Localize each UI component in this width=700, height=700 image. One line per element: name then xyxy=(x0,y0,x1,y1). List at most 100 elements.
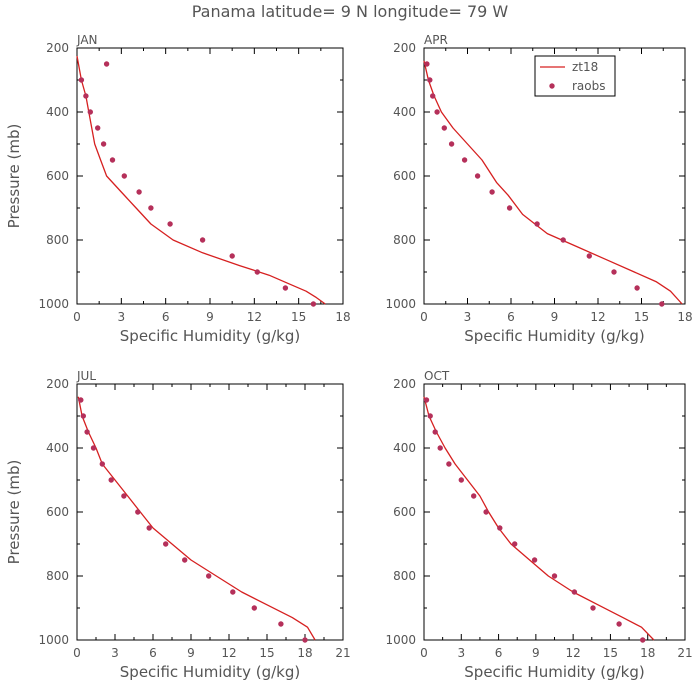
obs-point xyxy=(458,477,464,483)
obs-point xyxy=(512,541,518,547)
obs-point xyxy=(489,189,495,195)
obs-point xyxy=(90,445,97,451)
y-tick-label: 400 xyxy=(46,441,69,455)
obs-point xyxy=(282,285,289,291)
legend-label-zt18: zt18 xyxy=(572,60,598,74)
obs-point xyxy=(199,237,206,243)
obs-point xyxy=(167,221,173,227)
obs-point xyxy=(87,109,94,115)
series-line-zt18 xyxy=(76,55,326,305)
x-tick-label: 12 xyxy=(590,310,605,324)
x-tick-label: 15 xyxy=(291,310,306,324)
y-tick-label: 1000 xyxy=(385,633,416,647)
obs-point xyxy=(446,461,452,467)
x-axis-label: Specific Humidity (g/kg) xyxy=(120,327,300,345)
x-tick-label: 6 xyxy=(149,646,157,660)
y-axis-label: Pressure (mb) xyxy=(5,460,23,565)
obs-point xyxy=(483,509,489,515)
legend: zt18 raobs xyxy=(534,55,616,97)
x-tick-label: 3 xyxy=(118,310,126,324)
obs-point xyxy=(471,493,477,499)
obs-point xyxy=(474,173,481,179)
y-tick-label: 400 xyxy=(393,105,416,119)
obs-point xyxy=(182,557,188,563)
obs-point xyxy=(571,589,578,595)
y-tick-label: 200 xyxy=(46,377,69,391)
obs-point xyxy=(586,253,592,259)
y-tick-label: 600 xyxy=(393,505,416,519)
obs-point xyxy=(640,637,646,643)
obs-point xyxy=(531,557,538,563)
x-tick-label: 6 xyxy=(507,310,515,324)
series-line-zt18 xyxy=(77,396,316,641)
x-tick-label: 15 xyxy=(634,310,649,324)
legend-label-raobs: raobs xyxy=(572,79,606,93)
y-tick-label: 1000 xyxy=(385,297,416,311)
legend-point-swatch xyxy=(549,83,555,89)
figure-title: Panama latitude= 9 N longitude= 79 W xyxy=(192,2,509,21)
y-tick-label: 800 xyxy=(46,233,69,247)
obs-point xyxy=(136,189,142,195)
series-line-zt18 xyxy=(423,396,655,641)
obs-point xyxy=(95,125,101,131)
panel-jul: JUL 0 3 6 9 12 15 18 21 200 400 600 800 1000 Specific … xyxy=(5,369,351,681)
obs-point xyxy=(302,637,308,643)
obs-point xyxy=(135,509,141,515)
obs-point xyxy=(146,525,152,531)
panel-apr: APR 0 3 6 9 12 15 18 200 400 600 800 1000 Specific Hu… xyxy=(385,33,692,345)
x-tick-label: 18 xyxy=(297,646,312,660)
panel-label: OCT xyxy=(424,369,450,383)
x-tick-label: 12 xyxy=(221,646,236,660)
obs-point xyxy=(121,493,127,499)
obs-point xyxy=(434,109,440,115)
plot-frame xyxy=(76,383,344,641)
y-tick-label: 200 xyxy=(46,41,69,55)
obs-point xyxy=(430,93,436,99)
x-tick-label: 18 xyxy=(640,646,655,660)
x-tick-label: 15 xyxy=(603,646,618,660)
x-tick-label: 18 xyxy=(335,310,350,324)
x-tick-label: 6 xyxy=(495,646,503,660)
panel-label: JAN xyxy=(76,33,98,47)
y-tick-label: 400 xyxy=(46,105,69,119)
obs-point xyxy=(78,397,84,403)
x-axis-label: Specific Humidity (g/kg) xyxy=(464,663,644,681)
obs-point xyxy=(551,573,558,579)
x-tick-label: 12 xyxy=(566,646,581,660)
obs-point xyxy=(506,205,513,211)
x-tick-label: 6 xyxy=(162,310,170,324)
x-tick-label: 9 xyxy=(206,310,214,324)
x-axis-label: Specific Humidity (g/kg) xyxy=(120,663,300,681)
obs-point xyxy=(80,413,87,419)
obs-point xyxy=(427,413,433,419)
obs-point xyxy=(424,61,430,67)
y-tick-label: 600 xyxy=(393,169,416,183)
y-tick-label: 800 xyxy=(46,569,69,583)
x-tick-label: 0 xyxy=(73,310,81,324)
obs-point xyxy=(427,77,433,83)
obs-point xyxy=(423,397,430,403)
x-tick-label: 3 xyxy=(457,646,465,660)
obs-point xyxy=(229,253,235,259)
obs-point xyxy=(163,541,169,547)
obs-point xyxy=(611,269,617,275)
obs-point xyxy=(109,157,116,163)
y-tick-label: 400 xyxy=(393,441,416,455)
obs-point xyxy=(278,621,284,627)
x-tick-label: 15 xyxy=(259,646,274,660)
x-axis-label: Specific Humidity (g/kg) xyxy=(464,327,644,345)
x-tick-label: 9 xyxy=(551,310,559,324)
y-tick-label: 200 xyxy=(393,41,416,55)
obs-point xyxy=(251,605,257,611)
y-tick-label: 800 xyxy=(393,233,416,247)
obs-point xyxy=(230,589,236,595)
panel-label: JUL xyxy=(76,369,96,383)
obs-point xyxy=(448,141,455,147)
obs-point xyxy=(437,445,443,451)
y-axis-label: Pressure (mb) xyxy=(5,124,23,229)
y-tick-label: 1000 xyxy=(38,297,69,311)
x-tick-label: 21 xyxy=(335,646,350,660)
panel-label: APR xyxy=(424,33,448,47)
y-tick-label: 600 xyxy=(46,169,69,183)
x-tick-label: 12 xyxy=(247,310,262,324)
